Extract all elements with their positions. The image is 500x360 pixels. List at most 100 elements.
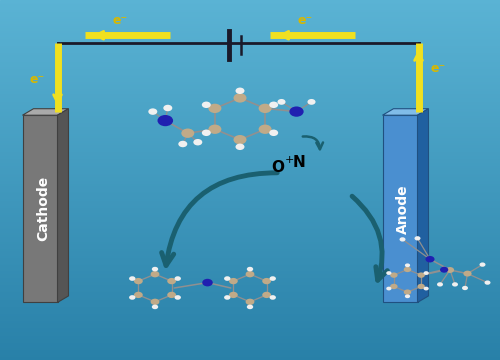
Bar bbox=[0, 236, 500, 238]
Circle shape bbox=[246, 271, 254, 277]
Circle shape bbox=[174, 276, 181, 281]
Circle shape bbox=[224, 295, 230, 300]
Bar bbox=[0, 34, 500, 36]
Bar bbox=[0, 140, 500, 142]
Bar bbox=[0, 245, 500, 247]
Bar bbox=[0, 265, 500, 266]
Circle shape bbox=[462, 286, 468, 290]
Bar bbox=[0, 67, 500, 68]
Bar bbox=[0, 211, 500, 212]
Bar bbox=[0, 79, 500, 81]
Circle shape bbox=[269, 130, 278, 136]
Circle shape bbox=[229, 278, 238, 284]
Polygon shape bbox=[22, 109, 68, 115]
Bar bbox=[0, 110, 500, 112]
Bar bbox=[0, 76, 500, 77]
Bar bbox=[0, 196, 500, 198]
Circle shape bbox=[182, 129, 194, 138]
Circle shape bbox=[418, 273, 425, 278]
Bar bbox=[0, 230, 500, 232]
Bar bbox=[0, 286, 500, 288]
Bar bbox=[0, 187, 500, 189]
Bar bbox=[0, 288, 500, 290]
Circle shape bbox=[308, 99, 316, 105]
Bar bbox=[0, 193, 500, 194]
Circle shape bbox=[400, 237, 406, 242]
Circle shape bbox=[247, 267, 253, 271]
Circle shape bbox=[270, 295, 276, 300]
Polygon shape bbox=[22, 115, 58, 302]
Bar bbox=[0, 250, 500, 252]
Bar bbox=[0, 185, 500, 187]
Circle shape bbox=[484, 280, 490, 285]
Bar bbox=[0, 101, 500, 103]
Circle shape bbox=[152, 305, 158, 309]
Bar bbox=[0, 162, 500, 164]
Bar bbox=[0, 225, 500, 227]
Bar bbox=[0, 333, 500, 335]
Bar bbox=[0, 124, 500, 126]
Circle shape bbox=[174, 295, 181, 300]
Bar bbox=[0, 83, 500, 85]
Bar bbox=[0, 238, 500, 239]
Circle shape bbox=[405, 264, 410, 267]
Bar bbox=[0, 40, 500, 41]
Bar bbox=[0, 340, 500, 342]
Circle shape bbox=[234, 135, 246, 144]
Bar bbox=[0, 266, 500, 268]
Circle shape bbox=[202, 130, 211, 136]
Bar bbox=[0, 317, 500, 319]
Bar bbox=[0, 313, 500, 315]
Circle shape bbox=[129, 276, 136, 281]
Circle shape bbox=[208, 125, 222, 134]
Bar bbox=[0, 198, 500, 200]
Bar bbox=[0, 106, 500, 108]
Bar bbox=[0, 126, 500, 128]
Text: Anode: Anode bbox=[396, 184, 410, 234]
Circle shape bbox=[202, 102, 211, 108]
Bar bbox=[0, 25, 500, 27]
Circle shape bbox=[246, 299, 254, 305]
Circle shape bbox=[426, 256, 434, 262]
Bar bbox=[0, 173, 500, 175]
Circle shape bbox=[148, 108, 158, 115]
Bar bbox=[0, 221, 500, 223]
Bar bbox=[0, 284, 500, 286]
Bar bbox=[0, 322, 500, 324]
Bar bbox=[0, 31, 500, 32]
Bar bbox=[0, 247, 500, 248]
Bar bbox=[0, 254, 500, 256]
Circle shape bbox=[224, 276, 230, 281]
Circle shape bbox=[437, 282, 443, 287]
Bar bbox=[0, 22, 500, 23]
Bar bbox=[0, 137, 500, 139]
Circle shape bbox=[167, 278, 176, 284]
Bar bbox=[0, 4, 500, 5]
Bar bbox=[0, 171, 500, 173]
Polygon shape bbox=[382, 109, 428, 115]
Bar bbox=[0, 72, 500, 74]
Bar bbox=[0, 328, 500, 329]
Bar bbox=[0, 77, 500, 79]
Circle shape bbox=[262, 278, 271, 284]
Circle shape bbox=[258, 104, 272, 113]
Bar bbox=[0, 54, 500, 56]
Bar bbox=[0, 218, 500, 220]
Bar bbox=[0, 70, 500, 72]
Circle shape bbox=[262, 292, 271, 298]
Circle shape bbox=[158, 115, 173, 126]
Bar bbox=[0, 274, 500, 275]
Bar bbox=[0, 349, 500, 351]
Bar bbox=[0, 175, 500, 176]
Bar bbox=[0, 68, 500, 70]
Circle shape bbox=[178, 141, 188, 147]
Bar bbox=[0, 56, 500, 58]
Bar bbox=[0, 256, 500, 257]
Bar bbox=[0, 311, 500, 313]
Bar bbox=[0, 108, 500, 110]
Bar bbox=[0, 43, 500, 45]
Circle shape bbox=[446, 267, 454, 273]
Circle shape bbox=[258, 125, 272, 134]
Bar bbox=[0, 234, 500, 236]
Bar bbox=[0, 32, 500, 34]
